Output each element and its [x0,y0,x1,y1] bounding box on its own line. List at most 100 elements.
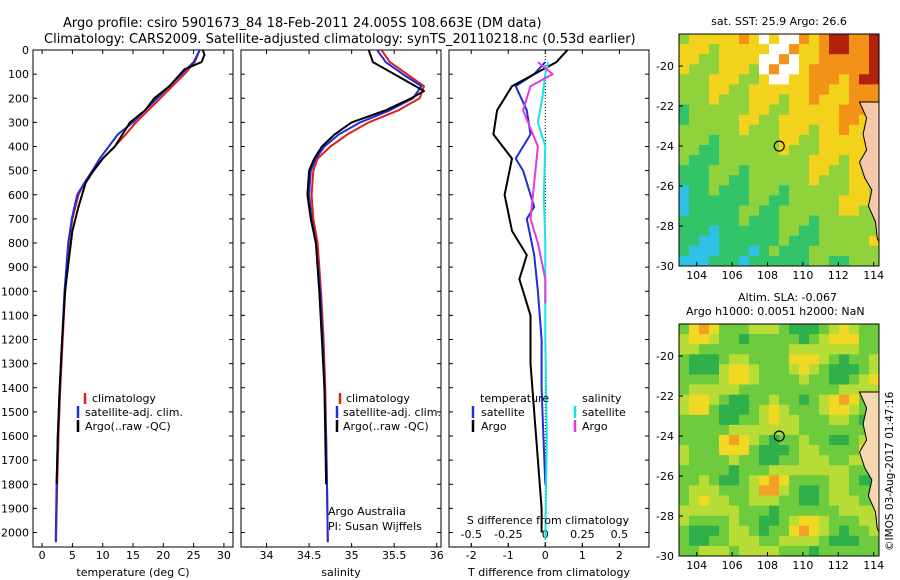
map-cell [779,364,790,375]
map-cell [739,505,750,517]
map-cell [859,485,870,497]
map-cell [749,424,760,436]
map-cell [769,185,780,196]
map-cell [709,424,720,436]
map-cell [819,134,830,146]
map-cell [849,54,860,65]
map-cell [819,414,830,426]
map-cell [819,515,830,527]
map-cell [689,344,700,355]
map-cell [799,515,810,527]
map-cell [789,74,800,85]
depth-tick-label: 1800 [1,478,29,491]
map-cell [809,374,820,386]
map-cell [829,515,840,527]
x-tick-label: 35 [345,549,359,562]
sst-map-field [679,34,879,266]
map-cell [839,114,850,126]
map-cell [809,124,820,136]
map-cell [699,104,710,116]
map-cell [779,495,790,507]
map-cell [719,235,730,247]
map-cell [849,134,860,146]
map-cell [829,545,840,556]
map-cell [839,475,850,486]
map-cell [869,535,879,547]
x-tick-label: -1 [503,549,514,562]
map-cell [789,364,800,375]
map-cell [789,465,800,476]
map-cell [719,185,730,196]
series-line-t-satellite [514,61,547,485]
map-cell [829,84,840,96]
map-cell [839,195,850,207]
map-cell [709,485,720,497]
map-cell [829,34,840,45]
map-cell [679,155,690,166]
map-cell [719,404,730,416]
map-cell [689,134,700,146]
map-cell [829,54,840,65]
map-cell [809,185,820,196]
map-cell [729,525,740,537]
map-cell [779,175,790,186]
map-cell [699,94,710,106]
map-cell [719,374,730,386]
map-cell [709,404,720,416]
map-cell [799,435,810,446]
map-cell [679,495,690,507]
map-cell [739,384,750,396]
map-cell [749,435,760,446]
map-cell [819,245,830,257]
map-cell [689,185,700,196]
map-cell [739,404,750,416]
map-cell [839,84,850,96]
map-cell [859,535,870,547]
map-cell [739,485,750,497]
map-cell [849,334,860,345]
map-cell [839,384,850,396]
map-cell [829,394,840,406]
land-polygon [858,391,879,556]
map-cell [769,114,780,126]
map-cell [769,384,780,396]
map-cell [789,145,800,156]
map-cell [719,455,730,466]
map-cell [719,255,730,266]
map-cell [839,215,850,227]
map-cell [779,155,790,166]
map-cell [809,404,820,416]
map-cell [719,145,730,156]
map-cell [789,195,800,207]
map-cell [749,414,760,426]
map-cell [829,354,840,365]
map-cell [679,44,690,55]
map-y-tick-label: -24 [656,430,674,443]
map-cell [789,185,800,196]
map-cell [809,255,820,266]
map-cell [759,344,770,355]
map-cell [749,445,760,456]
map-cell [829,155,840,166]
map-cell [789,424,800,436]
map-cell [679,255,690,266]
map-cell [809,455,820,466]
map-cell [789,495,800,507]
map-cell [799,424,810,436]
map-cell [789,205,800,217]
map-cell [759,175,770,186]
map-cell [739,124,750,136]
copyright-stamp: ©IMOS 03-Aug-2017 01:47:16 [884,391,896,551]
map-cell [819,374,830,386]
map-cell [749,364,760,375]
map-cell [829,185,840,196]
map-cell [679,74,690,85]
map-cell [699,165,710,176]
depth-tick-label: 100 [8,68,29,81]
map-cell [739,54,750,65]
map-cell [709,344,720,355]
map-cell [679,414,690,426]
map-cell [739,465,750,476]
map-cell [709,175,720,186]
map-y-tick-label: -30 [656,550,674,563]
